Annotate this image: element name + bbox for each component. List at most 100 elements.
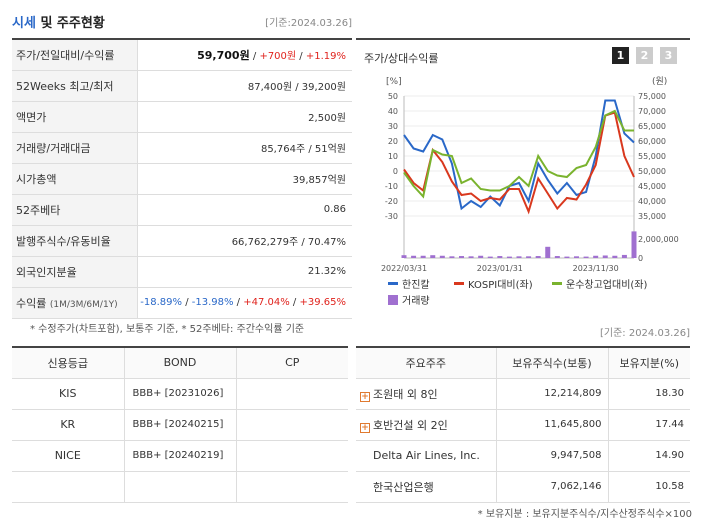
footnote-2: * 보유지분 : 보유지분주식수/지수산정주식수×100	[477, 509, 692, 520]
series-line	[403, 111, 635, 215]
volume-bar	[430, 255, 436, 258]
volume-bar	[459, 256, 464, 258]
left-tick-label: 50	[388, 92, 398, 101]
foreign-value: 21.32%	[137, 256, 352, 288]
footnote: * 수정주가(차트포함), 보통주 기준, * 52주베타: 주간수익률 기준	[30, 324, 305, 335]
volume-bar	[554, 256, 560, 258]
volume-bar	[420, 255, 426, 258]
right-tick-label: 35,000	[638, 212, 666, 221]
column-header: 보유주식수(보통)	[496, 347, 609, 379]
volume-bar	[478, 255, 484, 258]
right-tick-label: 55,000	[638, 152, 666, 161]
shares-label: 발행주식수/유동비율	[12, 225, 138, 257]
holder-pct: 17.44	[608, 409, 690, 441]
holder-shares: 9,947,508	[496, 440, 609, 472]
shares-value: 66,762,279주 / 70.47%	[137, 225, 352, 257]
x-tick-label: 2023/01/31	[477, 264, 523, 273]
holder-name: + 조원태 외 8인	[356, 378, 497, 410]
volume-bar	[602, 255, 608, 258]
table-row: 액면가 2,500원	[12, 101, 352, 133]
volume-bar	[631, 231, 637, 258]
section-title: 시세 및 주주현황	[12, 16, 105, 31]
volume-bar	[545, 246, 551, 258]
return-label: 수익률 (1M/3M/6M/1Y)	[12, 287, 138, 319]
volume-value: 85,764주 / 51억원	[137, 132, 352, 164]
left-tick-label: 40	[388, 107, 398, 116]
holder-name: 한국산업은행	[356, 471, 497, 503]
expand-icon[interactable]: +	[360, 422, 370, 433]
table-row: 주가/전일대비/수익률 59,700원 / +700원 / +1.19%	[12, 39, 352, 71]
reference-date: [기준:2024.03.26]	[265, 18, 352, 29]
right-tick-label: 65,000	[638, 122, 666, 131]
agency-cell	[12, 471, 125, 503]
legend-label: 한진칼	[402, 278, 430, 291]
column-header: CP	[236, 347, 348, 379]
column-header: 주요주주	[356, 347, 497, 379]
mcap-label: 시가총액	[12, 163, 138, 195]
chart-page-1-button[interactable]: 1	[612, 47, 629, 64]
right-tick-label: 60,000	[638, 137, 666, 146]
volume-bar	[583, 256, 589, 258]
price-chart: [%] (원) 50 75,000 40 70,000 30 65,000 20 60,000…	[381, 76, 679, 307]
return-value: -18.89% / -13.98% / +47.04% / +39.65%	[137, 287, 352, 319]
holder-pct: 18.30	[608, 378, 690, 410]
week52-value: 87,400원 / 39,200원	[137, 70, 352, 102]
left-tick-label: 10	[388, 152, 398, 161]
volume-bar	[401, 255, 407, 258]
volume-bar	[612, 255, 618, 258]
par-value: 2,500원	[137, 101, 352, 133]
left-tick-label: -30	[385, 212, 398, 221]
week52-label: 52Weeks 최고/최저	[12, 70, 138, 102]
left-tick-label: 0	[393, 167, 398, 176]
volume-bar	[468, 256, 474, 258]
table-row: 한국산업은행 7,062,146 10.58	[356, 471, 690, 503]
column-header: BOND	[124, 347, 237, 379]
table-row: Delta Air Lines, Inc. 9,947,508 14.90	[356, 440, 690, 472]
right-tick-label: 50,000	[638, 167, 666, 176]
volume-bar	[535, 256, 541, 258]
foreign-label: 외국인지분율	[12, 256, 138, 288]
bond-cell: BBB+ [20240219]	[124, 440, 237, 472]
table-row: NICE BBB+ [20240219]	[12, 440, 348, 472]
left-tick-label: 20	[388, 137, 398, 146]
price-value: 59,700원 / +700원 / +1.19%	[137, 39, 352, 71]
section-header: 시세 및 주주현황 [기준:2024.03.26]	[12, 6, 352, 34]
holder-pct: 14.90	[608, 440, 690, 472]
volume-bar	[497, 256, 503, 258]
volume-bar	[449, 256, 455, 258]
legend-swatch	[388, 282, 398, 285]
volume-bar	[621, 254, 627, 258]
chart-title: 주가/상대수익률	[364, 52, 439, 65]
agency-cell: NICE	[12, 440, 125, 472]
table-header: 주요주주 보유주식수(보통) 보유지분(%)	[356, 347, 690, 379]
volume-tick-label: 2,000,000	[638, 235, 679, 244]
expand-icon[interactable]: +	[360, 391, 370, 402]
table-row: 발행주식수/유동비율 66,762,279주 / 70.47%	[12, 225, 352, 257]
chart-page-3-button[interactable]: 3	[660, 47, 677, 64]
x-tick-label: 2023/11/30	[573, 264, 619, 273]
volume-bar	[564, 256, 570, 258]
holder-name: Delta Air Lines, Inc.	[356, 440, 497, 472]
chart-page-2-button[interactable]: 2	[636, 47, 653, 64]
table-row: KIS BBB+ [20231026]	[12, 378, 348, 410]
quote-table: 주가/전일대비/수익률 59,700원 / +700원 / +1.19% 52W…	[12, 38, 352, 319]
holder-shares: 11,645,800	[496, 409, 609, 441]
volume-bar	[411, 255, 417, 258]
table-row: + 호반건설 외 2인 11,645,800 17.44	[356, 409, 690, 441]
right-tick-label: 40,000	[638, 197, 666, 206]
bond-cell: BBB+ [20231026]	[124, 378, 237, 410]
series-line	[403, 109, 634, 199]
left-tick-label: -10	[385, 182, 398, 191]
volume-bar	[593, 255, 599, 258]
holder-shares: 7,062,146	[496, 471, 609, 503]
legend-label: KOSPI대비(좌)	[468, 279, 533, 291]
bond-cell	[124, 471, 237, 503]
left-tick-label: -20	[385, 197, 398, 206]
table-row: 52Weeks 최고/최저 87,400원 / 39,200원	[12, 70, 352, 102]
volume-bar	[439, 255, 445, 258]
holder-shares: 12,214,809	[496, 378, 609, 410]
beta-value: 0.86	[137, 194, 352, 226]
legend-label: 거래량	[402, 295, 430, 307]
column-header: 신용등급	[12, 347, 125, 379]
volume-bar	[526, 256, 532, 258]
